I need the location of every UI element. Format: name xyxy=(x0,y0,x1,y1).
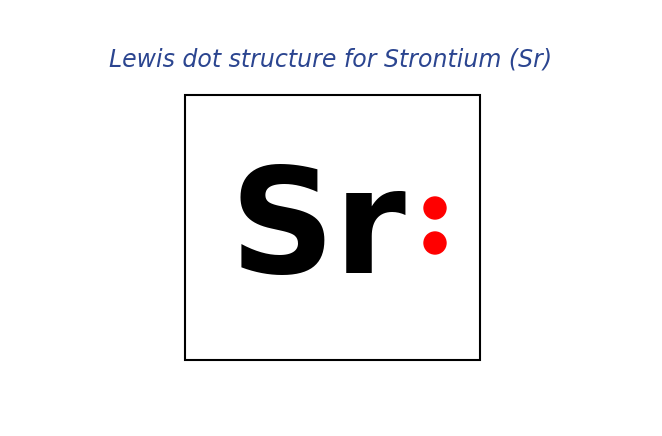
Text: Sr: Sr xyxy=(229,162,406,303)
Text: Lewis dot structure for Strontium (Sr): Lewis dot structure for Strontium (Sr) xyxy=(109,48,553,72)
Bar xyxy=(185,95,480,360)
Circle shape xyxy=(424,197,446,219)
Circle shape xyxy=(424,232,446,254)
